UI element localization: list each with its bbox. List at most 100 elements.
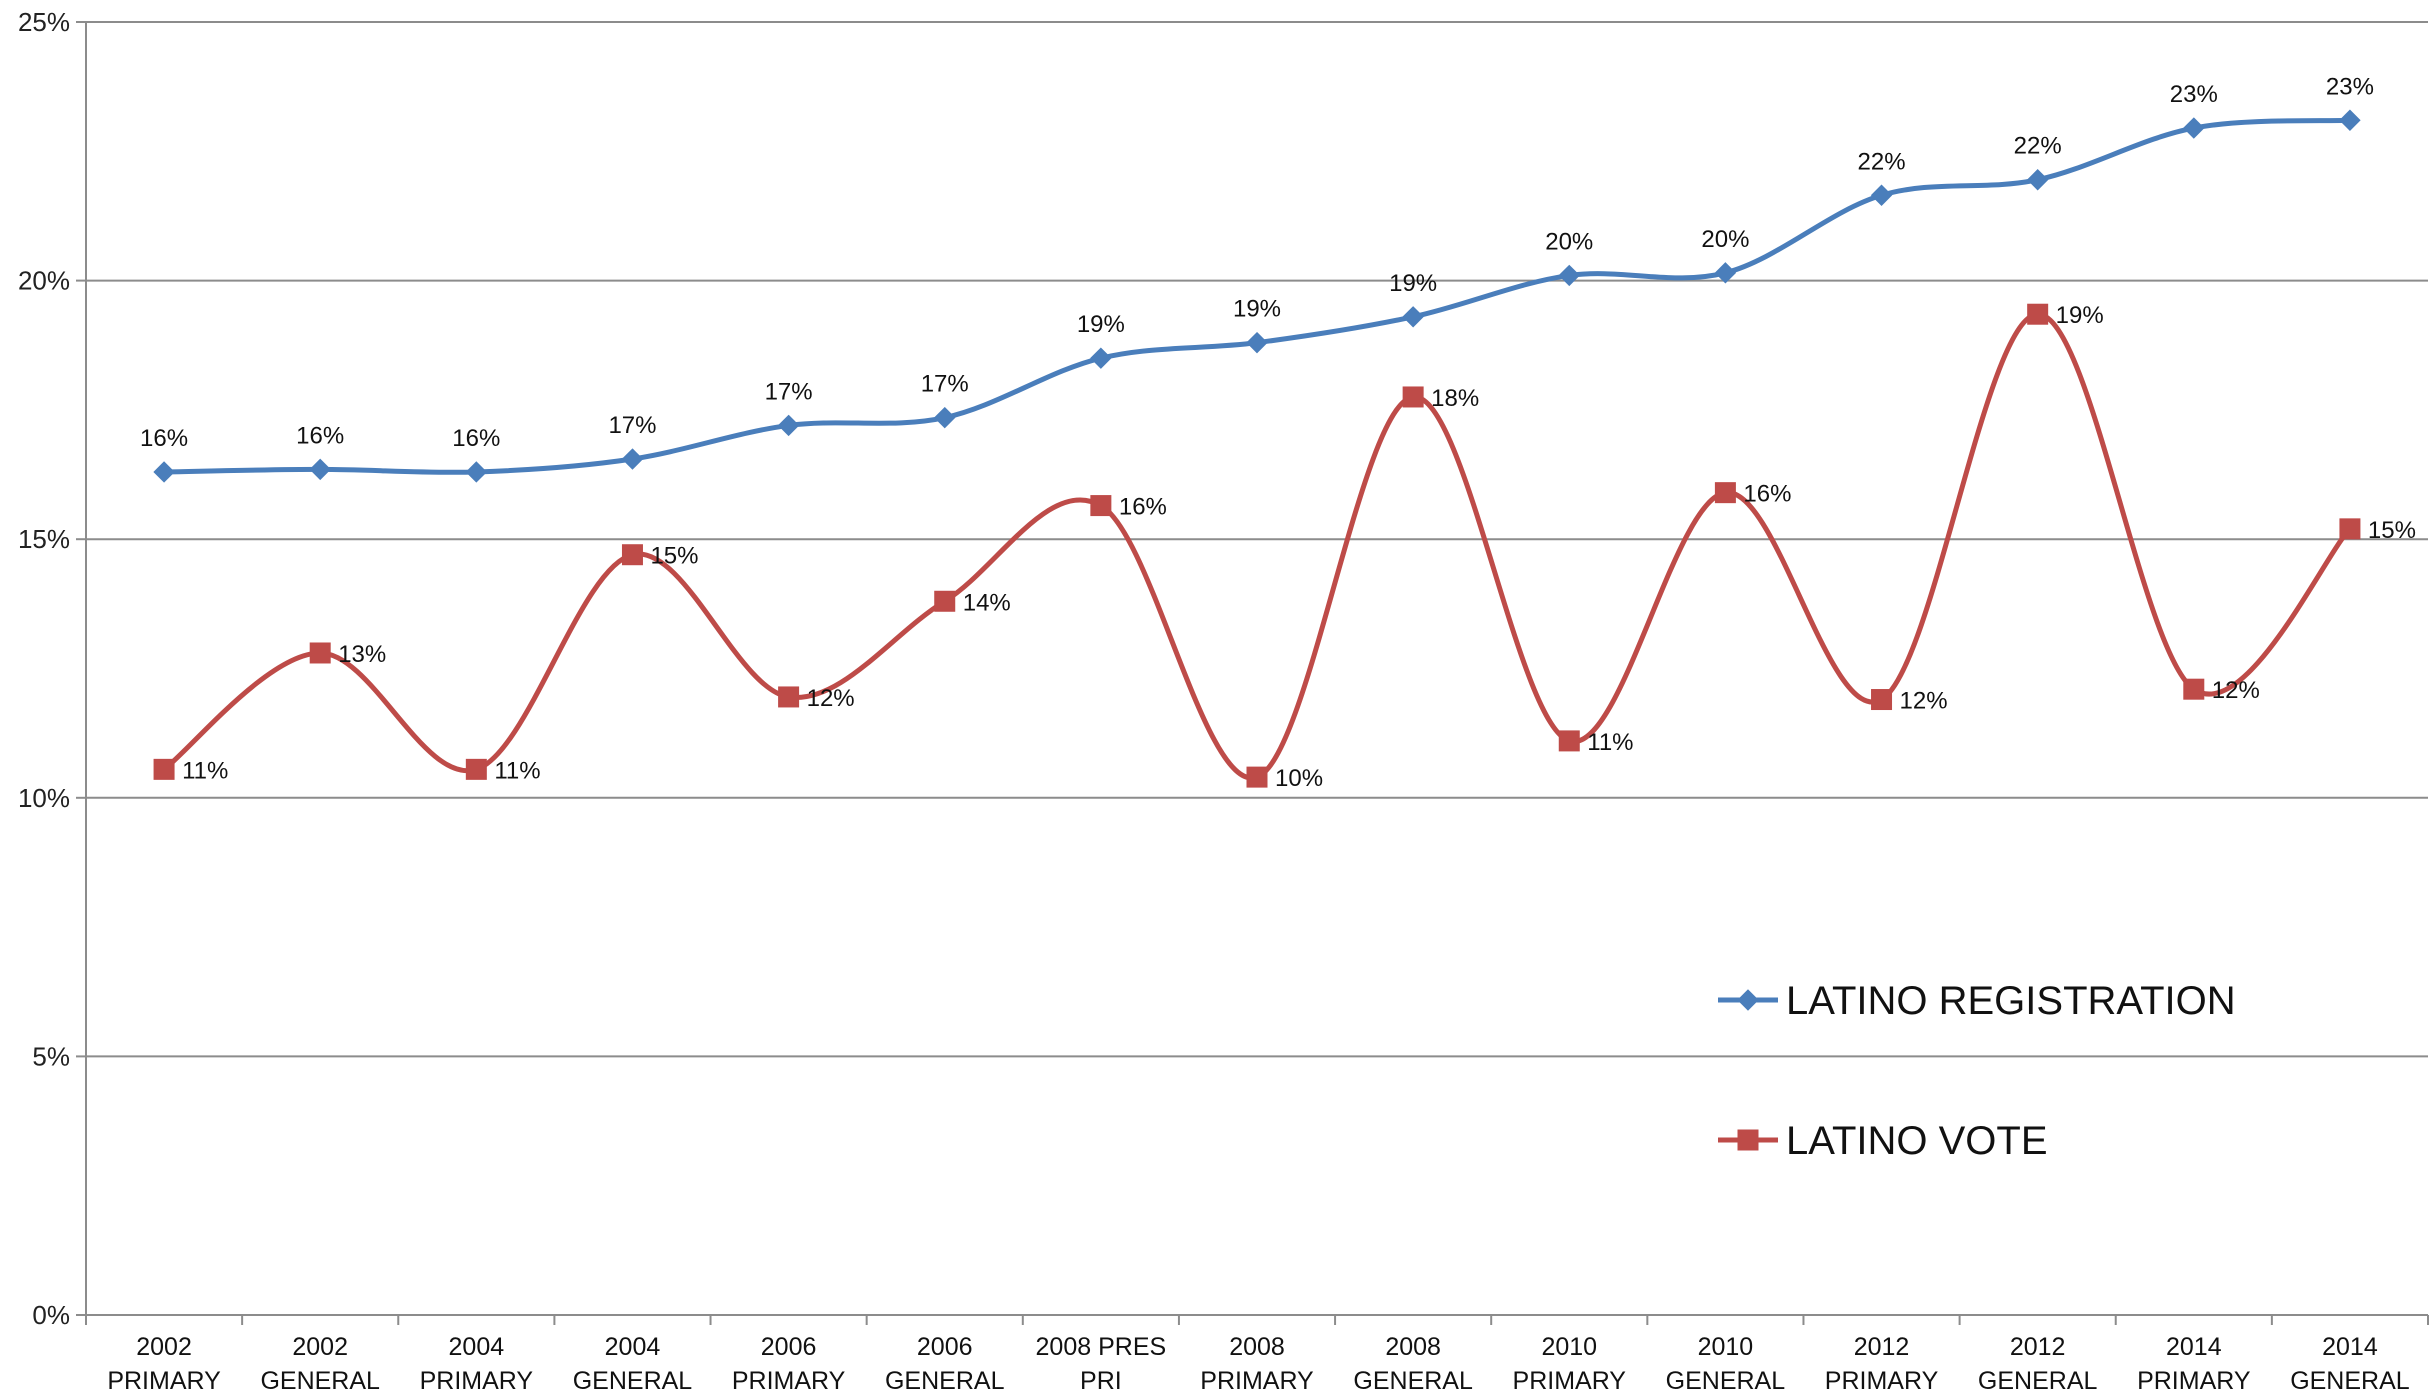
legend-label-vote: LATINO VOTE bbox=[1786, 1119, 2048, 1163]
y-tick-label: 5% bbox=[32, 1041, 70, 1071]
data-label-vote: 11% bbox=[1587, 729, 1633, 756]
data-labels: 16% 16% 16% 17% 17% 17% 19% 19% 19% 20% 20% 22% 22% 2… bbox=[140, 73, 2416, 792]
legend-label-registration: LATINO REGISTRATION bbox=[1786, 979, 2236, 1023]
x-tick-label-line: 2012 bbox=[2010, 1333, 2066, 1361]
data-point-vote bbox=[778, 686, 800, 708]
data-label-registration: 20% bbox=[1545, 228, 1593, 255]
x-tick-label-line: PRI bbox=[1080, 1367, 1122, 1395]
data-point-vote bbox=[2339, 518, 2361, 540]
data-point-registration bbox=[465, 461, 488, 483]
x-tick-label-line: 2010 bbox=[1541, 1333, 1597, 1361]
x-tick-label-line: GENERAL bbox=[1978, 1367, 2098, 1395]
legend-marker-registration bbox=[1737, 989, 1759, 1011]
x-tick-label-line: 2004 bbox=[605, 1333, 661, 1361]
x-tick-label: 2012 PRIMARY bbox=[1825, 1333, 1939, 1395]
data-label-registration: 17% bbox=[921, 371, 969, 398]
data-point-registration bbox=[1246, 331, 1268, 354]
data-label-registration: 23% bbox=[2326, 73, 2374, 100]
x-tick-label-line: 2014 bbox=[2322, 1333, 2378, 1361]
x-tick-label-line: 2012 bbox=[1854, 1333, 1910, 1361]
data-point-vote bbox=[1871, 689, 1893, 711]
x-tick-label: 2008 PRES PRI bbox=[1036, 1333, 1167, 1395]
x-tick-label: 2006 PRIMARY bbox=[732, 1333, 846, 1395]
data-point-vote bbox=[1246, 766, 1268, 788]
x-tick-label: 2002 PRIMARY bbox=[107, 1333, 221, 1395]
data-label-registration: 16% bbox=[452, 425, 500, 452]
data-label-vote: 15% bbox=[2368, 517, 2416, 544]
data-label-vote: 16% bbox=[1743, 481, 1791, 508]
x-tick-label-line: PRIMARY bbox=[107, 1367, 221, 1395]
data-point-registration bbox=[1870, 184, 1893, 206]
data-label-vote: 14% bbox=[963, 589, 1011, 616]
data-point-registration bbox=[621, 448, 644, 470]
data-label-registration: 23% bbox=[2170, 81, 2218, 108]
y-tick-label: 15% bbox=[18, 524, 70, 554]
data-point-vote bbox=[465, 758, 487, 780]
data-label-vote: 15% bbox=[650, 543, 698, 570]
x-tick-label-line: 2006 bbox=[917, 1333, 973, 1361]
data-label-vote: 13% bbox=[338, 641, 386, 668]
x-tick-label-line: GENERAL bbox=[1353, 1367, 1473, 1395]
data-label-registration: 16% bbox=[296, 422, 344, 449]
x-tick-label-line: PRIMARY bbox=[732, 1367, 846, 1395]
x-tick-label: 2004 GENERAL bbox=[573, 1333, 693, 1395]
data-label-registration: 20% bbox=[1701, 226, 1749, 253]
series-line-vote bbox=[162, 311, 2352, 781]
x-tick-label-line: 2014 bbox=[2166, 1333, 2222, 1361]
x-tick-label: 2012 GENERAL bbox=[1978, 1333, 2098, 1395]
x-tick-label-line: 2008 PRES bbox=[1036, 1333, 1167, 1361]
data-label-vote: 11% bbox=[494, 757, 540, 784]
x-tick-label-line: 2010 bbox=[1698, 1333, 1754, 1361]
y-tick-label: 25% bbox=[18, 7, 70, 37]
data-label-registration: 22% bbox=[2014, 133, 2062, 160]
data-label-registration: 17% bbox=[608, 412, 656, 439]
x-tick-label-line: 2002 bbox=[292, 1333, 348, 1361]
data-point-vote bbox=[153, 758, 175, 780]
x-tick-label-line: GENERAL bbox=[1666, 1367, 1786, 1395]
data-point-vote bbox=[309, 642, 331, 664]
x-tick-label: 2014 PRIMARY bbox=[2137, 1333, 2251, 1395]
data-label-vote: 11% bbox=[182, 757, 228, 784]
x-tick-label: 2002 GENERAL bbox=[260, 1333, 380, 1395]
data-point-registration bbox=[153, 461, 175, 483]
y-tick-label: 20% bbox=[18, 266, 70, 296]
y-tick-label: 10% bbox=[18, 783, 70, 813]
data-label-registration: 16% bbox=[140, 425, 188, 452]
x-tick-label: 2008 GENERAL bbox=[1353, 1333, 1473, 1395]
data-label-registration: 19% bbox=[1389, 270, 1437, 297]
y-tick-label: 0% bbox=[32, 1300, 70, 1330]
data-label-vote: 19% bbox=[2056, 302, 2104, 329]
data-label-vote: 12% bbox=[1900, 688, 1948, 715]
data-label-registration: 19% bbox=[1233, 296, 1281, 323]
gridlines bbox=[86, 21, 2428, 1058]
x-tick-label: 2014 GENERAL bbox=[2290, 1333, 2410, 1395]
data-label-vote: 16% bbox=[1119, 494, 1167, 521]
x-tick-label: 2008 PRIMARY bbox=[1200, 1333, 1314, 1395]
x-tick-label-line: PRIMARY bbox=[1825, 1367, 1939, 1395]
data-point-registration bbox=[309, 458, 331, 481]
legend: LATINO REGISTRATION LATINO VOTE bbox=[1718, 979, 2236, 1163]
x-tick-label-line: GENERAL bbox=[573, 1367, 693, 1395]
data-point-registration bbox=[1090, 347, 1112, 369]
x-tick-label: 2006 GENERAL bbox=[885, 1333, 1005, 1395]
data-point-vote bbox=[2183, 678, 2205, 700]
x-tick-label-line: GENERAL bbox=[885, 1367, 1005, 1395]
data-label-vote: 12% bbox=[807, 685, 855, 712]
x-tick-label: 2010 PRIMARY bbox=[1513, 1333, 1627, 1395]
data-label-vote: 12% bbox=[2212, 677, 2260, 704]
data-point-registration bbox=[1714, 262, 1737, 284]
data-point-registration bbox=[777, 414, 800, 437]
x-tick-label-line: 2006 bbox=[761, 1333, 817, 1361]
x-tick-label-line: PRIMARY bbox=[1513, 1367, 1627, 1395]
legend-marker-vote bbox=[1737, 1129, 1759, 1151]
data-label-vote: 18% bbox=[1431, 385, 1479, 412]
data-point-vote bbox=[1558, 730, 1580, 752]
x-tick-label-line: GENERAL bbox=[2290, 1367, 2410, 1395]
axes bbox=[85, 22, 2428, 1316]
data-label-vote: 10% bbox=[1275, 765, 1323, 792]
data-point-vote bbox=[1090, 495, 1112, 517]
data-point-registration bbox=[1558, 264, 1580, 287]
x-tick-label-line: GENERAL bbox=[260, 1367, 380, 1395]
